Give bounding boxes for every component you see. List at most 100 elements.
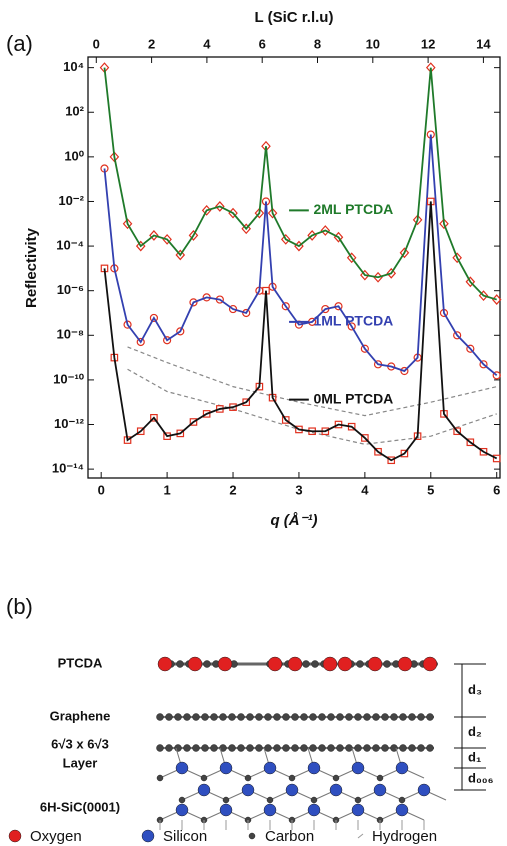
fit-line [103, 201, 498, 462]
silicon-atom [307, 761, 321, 775]
layer-label: Layer [63, 755, 98, 770]
y-axis-title: Reflectivity [23, 227, 40, 308]
data-point [215, 201, 225, 212]
carbon-atom [192, 744, 200, 752]
silicon-atom [351, 761, 365, 775]
data-point [149, 230, 159, 241]
carbon-atom [426, 713, 434, 721]
carbon-atom [309, 713, 317, 721]
silicon-atom [197, 783, 211, 797]
carbon-atom [354, 713, 362, 721]
data-point [399, 247, 410, 259]
legend-marker [248, 832, 256, 840]
carbon-atom [288, 774, 296, 782]
distance-label: d₃ [468, 682, 482, 697]
reference-curve [127, 346, 497, 417]
carbon-atom [273, 744, 281, 752]
carbon-atom [201, 744, 209, 752]
carbon-atom [183, 744, 191, 752]
data-point [466, 438, 475, 447]
x2-tick-label: 12 [421, 36, 435, 51]
data-point [176, 327, 185, 336]
x-tick-label: 5 [427, 482, 434, 497]
distance-label: d₂ [468, 724, 482, 739]
data-point [479, 360, 488, 369]
carbon-atom [376, 774, 384, 782]
layer-label: Graphene [50, 708, 111, 723]
legend-label: Oxygen [30, 828, 82, 845]
oxygen-atom [337, 656, 353, 672]
carbon-atom [399, 713, 407, 721]
carbon-atom [390, 744, 398, 752]
layer-label: PTCDA [58, 655, 103, 670]
carbon-atom [354, 744, 362, 752]
carbon-atom [228, 744, 236, 752]
data-point [465, 276, 476, 288]
x2-tick-label: 2 [148, 36, 155, 51]
carbon-atom [203, 660, 211, 668]
silicon-atom [285, 783, 299, 797]
data-point [149, 313, 159, 323]
data-point [479, 447, 488, 456]
carbon-atom [266, 796, 274, 804]
x2-axis-title: L (SiC r.l.u) [255, 9, 334, 26]
y-tick-label: 10² [65, 104, 84, 119]
oxygen-atom [322, 656, 338, 672]
fit-line [103, 67, 497, 301]
silicon-atom [219, 803, 233, 817]
carbon-atom [192, 713, 200, 721]
carbon-atom [345, 713, 353, 721]
data-point [361, 434, 369, 442]
legend-marker [141, 829, 155, 843]
carbon-atom [426, 744, 434, 752]
data-point [400, 366, 409, 376]
oxygen-atom [422, 656, 438, 672]
carbon-atom [291, 744, 299, 752]
data-point [387, 456, 396, 465]
carbon-atom [354, 796, 362, 804]
carbon-atom [273, 713, 281, 721]
data-point [439, 218, 449, 230]
carbon-atom [156, 744, 164, 752]
data-point [189, 418, 198, 426]
y-tick-label: 10⁻² [58, 193, 84, 208]
silicon-atom [307, 803, 321, 817]
data-point [242, 308, 251, 318]
carbon-atom [200, 774, 208, 782]
carbon-atom [210, 713, 218, 721]
carbon-atom [165, 713, 173, 721]
carbon-atom [176, 660, 184, 668]
fit-line [103, 134, 498, 377]
carbon-atom [408, 744, 416, 752]
data-point [136, 337, 145, 347]
carbon-atom [372, 713, 380, 721]
carbon-atom [310, 796, 318, 804]
x2-tick-label: 0 [93, 36, 100, 51]
oxygen-atom [267, 656, 283, 672]
carbon-atom [302, 660, 310, 668]
data-point [466, 344, 475, 353]
data-point [150, 414, 158, 422]
data-point [374, 447, 382, 456]
oxygen-atom [397, 656, 413, 672]
silicon-atom [263, 803, 277, 817]
x-tick-label: 4 [361, 482, 369, 497]
data-point [163, 336, 172, 345]
carbon-atom [246, 713, 254, 721]
carbon-atom [174, 744, 182, 752]
y-tick-label: 10⁻¹² [54, 416, 85, 431]
carbon-atom [174, 713, 182, 721]
legend-marker [357, 833, 364, 839]
carbon-atom [222, 796, 230, 804]
distance-label: d₁ [468, 749, 481, 764]
legend-label: Silicon [163, 828, 207, 845]
carbon-atom [183, 713, 191, 721]
silicon-atom [241, 783, 255, 797]
carbon-atom [219, 713, 227, 721]
oxygen-atom [157, 656, 173, 672]
carbon-atom [244, 774, 252, 782]
carbon-atom [291, 713, 299, 721]
data-point [242, 398, 251, 407]
